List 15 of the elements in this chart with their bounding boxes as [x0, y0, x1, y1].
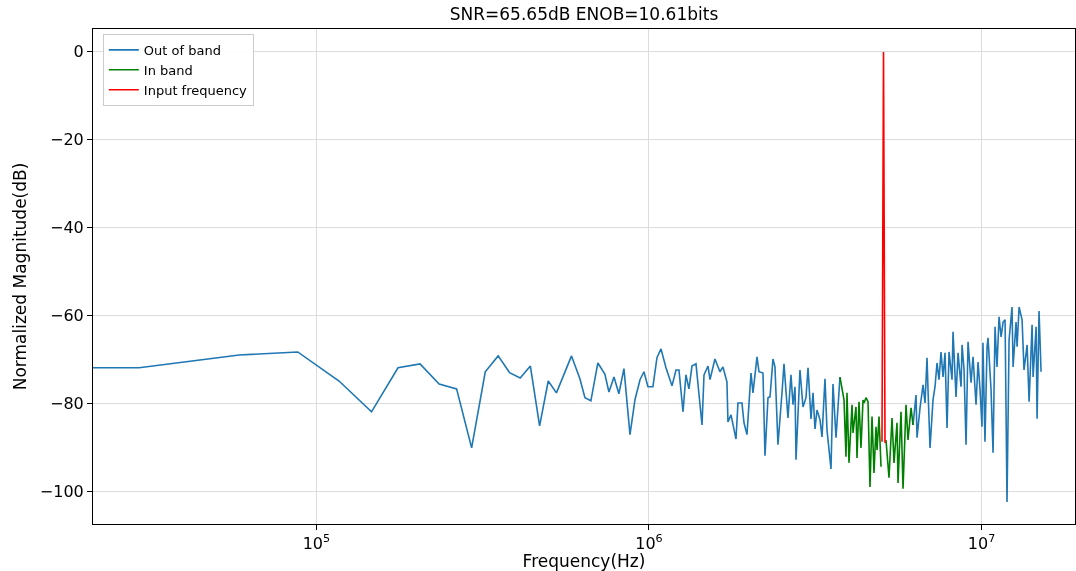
- x-axis-title: Frequency(Hz): [522, 551, 646, 571]
- y-tick-label: −40: [50, 218, 84, 238]
- chart-title: SNR=65.65dB ENOB=10.61bits: [449, 4, 719, 25]
- y-tick-label: −60: [50, 306, 84, 326]
- legend-label: In band: [143, 62, 193, 78]
- y-tick-label: 0: [73, 42, 84, 62]
- x-tick-label: 10$^{6}$: [635, 532, 663, 554]
- legend-label: Out of band: [143, 42, 221, 58]
- y-tick-label: −80: [50, 394, 84, 414]
- y-tick-label: −100: [39, 482, 84, 502]
- x-tick-label: 10$^{5}$: [302, 532, 331, 554]
- legend-label: Input frequency: [143, 82, 248, 98]
- y-axis-title: Normalized Magnitude(dB): [10, 162, 31, 391]
- y-tick-label: −20: [50, 130, 84, 150]
- x-tick-label: 10$^{7}$: [967, 532, 996, 554]
